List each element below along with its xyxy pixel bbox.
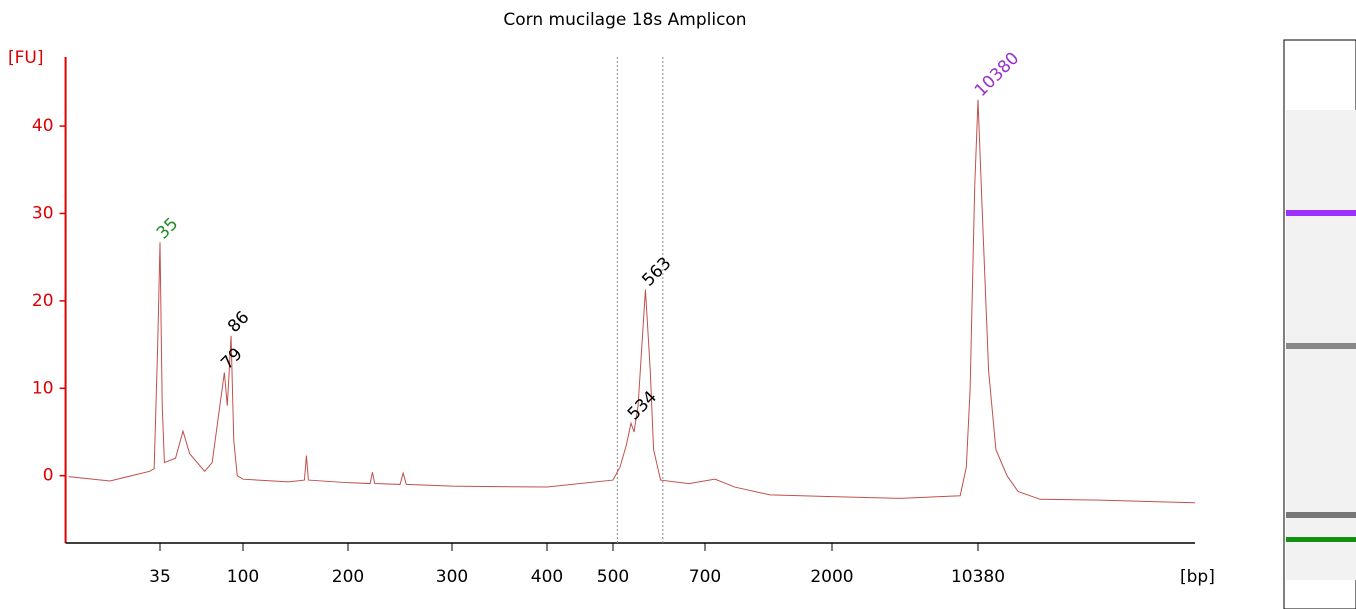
- peak-label: 10380: [971, 49, 1023, 101]
- y-tick-label: 30: [32, 203, 54, 223]
- x-axis-label: [bp]: [1180, 567, 1215, 587]
- gel-image: [1283, 39, 1356, 609]
- x-tick-label: 300: [436, 567, 468, 587]
- peak-label: 534: [624, 387, 661, 424]
- y-tick-label: 0: [43, 466, 54, 486]
- y-axis-label: [FU]: [8, 48, 44, 68]
- x-tick-label: 700: [689, 567, 721, 587]
- x-tick-label: 100: [227, 567, 259, 587]
- gel-band: [1286, 210, 1356, 216]
- peak-label: 563: [638, 253, 675, 290]
- y-tick-label: 10: [32, 378, 54, 398]
- x-tick-label: 10380: [951, 567, 1005, 587]
- y-tick-label: 20: [32, 291, 54, 311]
- trace: [68, 99, 1196, 504]
- x-tick-label: 400: [531, 567, 563, 587]
- x-tick-label: 35: [149, 567, 171, 587]
- peak-label: 86: [224, 307, 253, 336]
- gel-band: [1286, 537, 1356, 542]
- chart-title: Corn mucilage 18s Amplicon: [503, 10, 746, 30]
- peak-label: 35: [153, 214, 182, 243]
- x-tick-label: 500: [597, 567, 629, 587]
- x-tick-label: 200: [332, 567, 364, 587]
- x-tick-label: 2000: [810, 567, 853, 587]
- peak-label: 79: [217, 344, 246, 373]
- gel-band: [1286, 343, 1356, 349]
- y-tick-label: 40: [32, 116, 54, 136]
- gel-band: [1286, 512, 1356, 518]
